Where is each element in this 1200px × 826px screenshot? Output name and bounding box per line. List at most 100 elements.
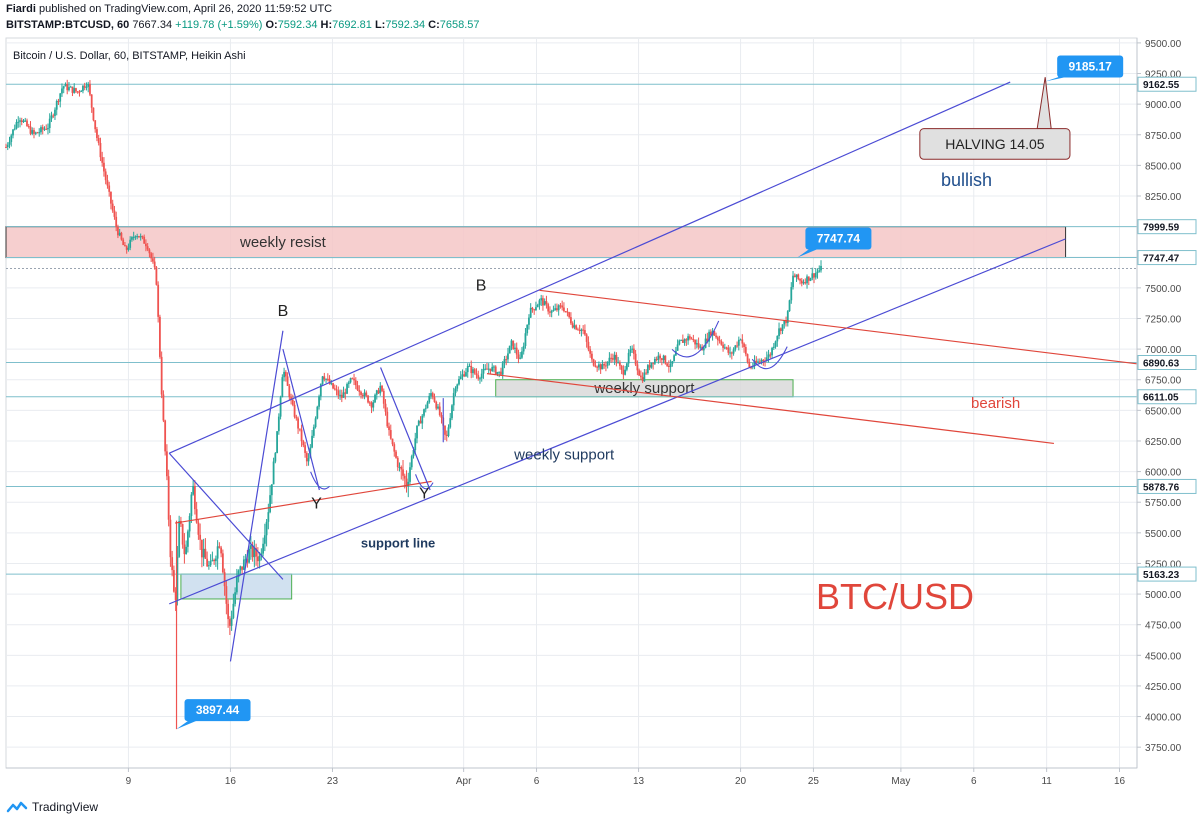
footer-brand[interactable]: TradingView xyxy=(6,800,98,814)
candle-body xyxy=(55,101,58,110)
candle-body xyxy=(253,548,256,558)
candle-body xyxy=(330,383,333,385)
candle-body xyxy=(622,369,625,375)
candle-body xyxy=(473,369,476,374)
time-tick-label: 16 xyxy=(1114,776,1126,787)
candle-body xyxy=(468,365,471,367)
candle-body xyxy=(587,341,590,350)
candle-body xyxy=(813,273,815,278)
price-axis[interactable]: 3750.00 4000.00 4250.00 4500.00 4750.00 5000.… xyxy=(1136,38,1197,768)
candle-body xyxy=(188,516,191,532)
candle-body xyxy=(139,236,142,238)
candle-body xyxy=(78,91,81,93)
candle-body xyxy=(400,466,403,470)
candle-body xyxy=(24,120,27,122)
candle-body xyxy=(298,428,301,430)
candle-body xyxy=(451,405,453,419)
candle-body xyxy=(762,359,765,361)
candle-body xyxy=(487,368,490,370)
candle-body xyxy=(421,415,424,424)
candle-body xyxy=(73,88,76,93)
candle-body xyxy=(715,335,717,338)
candle-body xyxy=(230,617,233,626)
price-tick-label: 7250.00 xyxy=(1145,314,1182,325)
level-axis-label: 6611.05 xyxy=(1143,393,1179,404)
candle-body xyxy=(559,305,562,307)
price-tick-label: 8750.00 xyxy=(1145,131,1182,142)
weekly-resist-zone xyxy=(5,226,1067,259)
price-bubble-label: 7747.74 xyxy=(817,232,861,246)
candle-body xyxy=(692,339,695,341)
candle-body xyxy=(409,467,411,482)
candle-body xyxy=(598,364,600,368)
candle-body xyxy=(356,385,359,391)
time-tick-label: Apr xyxy=(456,776,472,787)
candle-body xyxy=(709,331,712,336)
candle-body xyxy=(248,548,251,563)
candle-body xyxy=(653,358,656,364)
level-axis-label: 7999.59 xyxy=(1143,223,1180,234)
time-tick-label: 6 xyxy=(971,776,977,787)
candle-body xyxy=(811,273,814,279)
candle-body xyxy=(536,304,539,308)
close-label: C: xyxy=(428,19,440,31)
candle-body xyxy=(734,345,737,350)
candle-body xyxy=(627,352,630,364)
candle-body xyxy=(274,453,277,462)
candle-body xyxy=(552,309,555,312)
candle-body xyxy=(767,354,770,358)
chart-subtitle: Bitcoin / U.S. Dollar, 60, BITSTAMP, Hei… xyxy=(13,50,246,62)
candle-body xyxy=(239,566,242,571)
candle-body xyxy=(802,282,805,284)
candle-body xyxy=(785,320,787,323)
annotation-support-line: support line xyxy=(361,536,435,551)
candle-body xyxy=(202,548,205,558)
candle-body xyxy=(416,425,418,439)
candle-body xyxy=(379,385,382,394)
level-axis-tag xyxy=(1137,355,1197,371)
candle-body xyxy=(783,320,786,325)
candle-body xyxy=(568,312,571,318)
candle-body xyxy=(344,392,347,394)
candle-body xyxy=(459,376,462,379)
candle-body xyxy=(578,329,581,331)
drawn-lines xyxy=(168,81,1138,662)
high-value: 7692.81 xyxy=(332,19,372,31)
candle-body xyxy=(741,339,744,344)
symbol-label[interactable]: BITSTAMP:BTCUSD, 60 xyxy=(6,19,130,31)
candle-body xyxy=(648,365,651,368)
open-value: 7592.34 xyxy=(277,19,318,31)
candle-body xyxy=(173,570,175,592)
candle-body xyxy=(716,337,719,341)
candle-body xyxy=(669,363,672,368)
candle-body xyxy=(171,557,174,571)
candle-body xyxy=(402,469,404,476)
candle-body xyxy=(59,93,62,102)
candle-body xyxy=(200,539,203,558)
annotation-bullish: bullish xyxy=(941,170,992,190)
candle-body xyxy=(115,216,118,227)
time-axis[interactable]: 9 16 23 Apr 6 13 20 25 May 6 11 16 xyxy=(6,767,1137,787)
candle-body xyxy=(370,402,373,408)
candle-body xyxy=(110,191,112,204)
candle-body xyxy=(475,373,478,376)
candle-body xyxy=(62,86,65,89)
candle-body xyxy=(723,347,726,349)
candle-body xyxy=(66,83,69,91)
candle-body xyxy=(646,365,649,374)
wave-arrow xyxy=(310,471,330,490)
level-axis-tag xyxy=(1137,250,1197,266)
candle-body xyxy=(489,368,492,371)
candle-body xyxy=(510,340,513,346)
candle-body xyxy=(153,261,156,268)
price-tick-label: 6750.00 xyxy=(1145,376,1182,387)
candle-body xyxy=(358,390,361,392)
annotation-weekly-support: weekly support xyxy=(513,446,615,463)
candle-body xyxy=(678,340,681,345)
candle-body xyxy=(755,360,758,363)
candle-body xyxy=(218,546,221,548)
candle-body xyxy=(683,339,686,343)
candle-body xyxy=(103,162,105,172)
author-name[interactable]: Fiardi xyxy=(6,3,36,15)
